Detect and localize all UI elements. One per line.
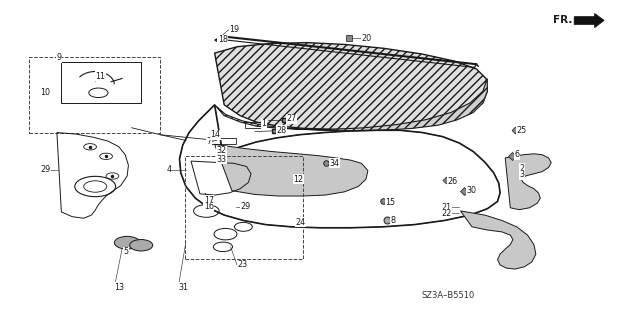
Text: 9: 9 — [57, 53, 62, 62]
Text: 17: 17 — [204, 196, 214, 205]
Text: 34: 34 — [330, 159, 340, 168]
Text: 29: 29 — [241, 202, 251, 211]
Circle shape — [130, 240, 153, 251]
Text: 10: 10 — [40, 88, 51, 97]
Bar — [184, 156, 303, 259]
Bar — [244, 122, 265, 128]
Text: 6: 6 — [515, 150, 520, 159]
Text: 27: 27 — [287, 114, 297, 123]
Text: 1: 1 — [261, 119, 266, 129]
Text: 18: 18 — [218, 35, 228, 44]
Polygon shape — [214, 78, 487, 131]
Text: 12: 12 — [293, 175, 303, 184]
Text: 7: 7 — [206, 137, 211, 145]
Text: 5: 5 — [124, 247, 129, 256]
Text: 30: 30 — [467, 186, 477, 195]
Polygon shape — [461, 211, 536, 269]
Polygon shape — [574, 13, 604, 28]
Bar — [211, 138, 236, 144]
Text: FR.: FR. — [553, 15, 572, 26]
Text: 11: 11 — [95, 72, 105, 81]
Text: SZ3A–B5510: SZ3A–B5510 — [421, 291, 474, 300]
Text: 15: 15 — [385, 198, 396, 207]
Text: 32: 32 — [216, 146, 227, 155]
Bar — [29, 57, 161, 132]
Bar — [61, 62, 141, 103]
Text: 21: 21 — [442, 203, 451, 211]
Text: 20: 20 — [362, 34, 372, 43]
Text: 19: 19 — [229, 25, 239, 34]
Text: 29: 29 — [40, 165, 51, 174]
Text: 4: 4 — [167, 165, 172, 174]
Text: 25: 25 — [516, 126, 527, 135]
Text: 16: 16 — [204, 202, 214, 211]
Text: 13: 13 — [115, 283, 124, 292]
Text: 22: 22 — [442, 209, 452, 218]
Circle shape — [115, 236, 140, 249]
Text: 26: 26 — [448, 177, 458, 186]
Polygon shape — [505, 154, 551, 210]
Text: 28: 28 — [276, 126, 287, 135]
Text: 8: 8 — [390, 216, 396, 225]
Text: 23: 23 — [237, 260, 247, 270]
Text: 31: 31 — [178, 283, 188, 292]
Text: 3: 3 — [519, 170, 524, 179]
Text: 33: 33 — [216, 155, 227, 164]
Polygon shape — [214, 144, 368, 196]
Polygon shape — [214, 43, 487, 129]
Text: 24: 24 — [296, 218, 306, 227]
Text: 14: 14 — [210, 130, 220, 139]
Text: 2: 2 — [519, 164, 524, 173]
